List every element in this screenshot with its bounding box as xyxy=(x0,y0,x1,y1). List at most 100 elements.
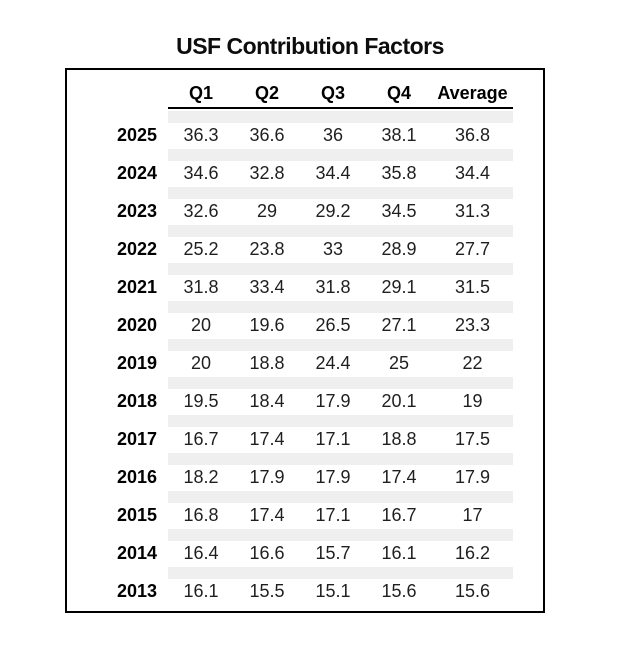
row-separator-stripe xyxy=(168,111,513,123)
value-cell: 36.6 xyxy=(249,125,285,145)
year-label: 2021 xyxy=(116,277,157,297)
table-row-2024: 2024 34.6 32.8 34.4 35.8 34.4 xyxy=(67,161,543,185)
value-cell: 34.4 xyxy=(315,163,351,183)
value-cell: 20 xyxy=(190,315,212,335)
year-label: 2015 xyxy=(116,505,157,525)
value-cell: 17.5 xyxy=(454,429,491,449)
year-label: 2022 xyxy=(116,239,157,259)
row-separator-stripe xyxy=(168,529,513,541)
value-cell: 38.1 xyxy=(381,125,417,145)
table-row-2022: 2022 25.2 23.8 33 28.9 27.7 xyxy=(67,237,543,261)
table-container: Q1 Q2 Q3 Q4 Average 2025 36.3 36.6 36 38.1 36.8 20… xyxy=(65,68,545,613)
value-cell: 15.6 xyxy=(381,581,417,601)
value-cell: 26.5 xyxy=(315,315,351,335)
value-cell: 27.7 xyxy=(454,239,491,259)
row-separator-stripe xyxy=(168,301,513,313)
value-cell: 17.9 xyxy=(249,467,285,487)
year-label: 2018 xyxy=(116,391,157,411)
value-cell: 24.4 xyxy=(315,353,351,373)
value-cell: 17.1 xyxy=(315,429,351,449)
table-row-2020: 2020 20 19.6 26.5 27.1 23.3 xyxy=(67,313,543,337)
value-cell: 17.1 xyxy=(315,505,351,525)
column-header-q3: Q3 xyxy=(320,83,345,103)
value-cell: 29 xyxy=(256,201,278,221)
value-cell: 19 xyxy=(462,391,483,411)
value-cell: 15.7 xyxy=(315,543,351,563)
value-cell: 16.1 xyxy=(381,543,417,563)
value-cell: 32.6 xyxy=(183,201,219,221)
value-cell: 20 xyxy=(190,353,212,373)
value-cell: 22 xyxy=(462,353,483,373)
value-cell: 28.9 xyxy=(381,239,417,259)
year-label: 2013 xyxy=(116,581,157,601)
year-label: 2024 xyxy=(116,163,157,183)
row-separator-stripe xyxy=(168,225,513,237)
value-cell: 23.8 xyxy=(249,239,285,259)
value-cell: 16.8 xyxy=(183,505,219,525)
table-row-2019: 2019 20 18.8 24.4 25 22 xyxy=(67,351,543,375)
year-label: 2017 xyxy=(116,429,157,449)
value-cell: 29.2 xyxy=(315,201,351,221)
value-cell: 20.1 xyxy=(381,391,417,411)
value-cell: 31.5 xyxy=(454,277,491,297)
value-cell: 31.8 xyxy=(315,277,351,297)
value-cell: 34.6 xyxy=(183,163,219,183)
row-separator-stripe xyxy=(168,567,513,579)
value-cell: 16.7 xyxy=(381,505,417,525)
value-cell: 18.4 xyxy=(249,391,285,411)
table-row-2016: 2016 18.2 17.9 17.9 17.4 17.9 xyxy=(67,465,543,489)
value-cell: 27.1 xyxy=(381,315,417,335)
value-cell: 19.6 xyxy=(249,315,285,335)
column-header-q2: Q2 xyxy=(254,83,279,103)
year-label: 2025 xyxy=(116,125,157,145)
table-row-2025: 2025 36.3 36.6 36 38.1 36.8 xyxy=(67,123,543,147)
year-label: 2016 xyxy=(116,467,157,487)
value-cell: 36 xyxy=(322,125,344,145)
header-underline xyxy=(168,107,513,109)
table-row-2017: 2017 16.7 17.4 17.1 18.8 17.5 xyxy=(67,427,543,451)
value-cell: 17.4 xyxy=(249,505,285,525)
value-cell: 23.3 xyxy=(454,315,491,335)
column-header-average: Average xyxy=(437,83,508,103)
year-label: 2014 xyxy=(116,543,157,563)
value-cell: 33.4 xyxy=(249,277,285,297)
value-cell: 36.3 xyxy=(183,125,219,145)
row-separator-stripe xyxy=(168,415,513,427)
value-cell: 19.5 xyxy=(183,391,219,411)
value-cell: 17 xyxy=(462,505,483,525)
table-row-2014: 2014 16.4 16.6 15.7 16.1 16.2 xyxy=(67,541,543,565)
value-cell: 25.2 xyxy=(183,239,219,259)
table-body: 2025 36.3 36.6 36 38.1 36.8 2024 34.6 32.8 34.4 35… xyxy=(67,111,543,603)
table-row-2021: 2021 31.8 33.4 31.8 29.1 31.5 xyxy=(67,275,543,299)
column-header-q1: Q1 xyxy=(188,83,213,103)
row-separator-stripe xyxy=(168,377,513,389)
row-separator-stripe xyxy=(168,263,513,275)
year-label: 2020 xyxy=(116,315,157,335)
table-row-2015: 2015 16.8 17.4 17.1 16.7 17 xyxy=(67,503,543,527)
value-cell: 17.9 xyxy=(454,467,491,487)
chart-title: USF Contribution Factors xyxy=(176,33,444,59)
table-row-2013: 2013 16.1 15.5 15.1 15.6 15.6 xyxy=(67,579,543,603)
table-row-2023: 2023 32.6 29 29.2 34.5 31.3 xyxy=(67,199,543,223)
year-label: 2019 xyxy=(116,353,157,373)
value-cell: 15.1 xyxy=(315,581,351,601)
value-cell: 15.6 xyxy=(454,581,491,601)
value-cell: 31.8 xyxy=(183,277,219,297)
value-cell: 34.5 xyxy=(381,201,417,221)
value-cell: 33 xyxy=(322,239,344,259)
value-cell: 17.9 xyxy=(315,391,351,411)
column-header-q4: Q4 xyxy=(386,83,411,103)
value-cell: 16.1 xyxy=(183,581,219,601)
value-cell: 16.7 xyxy=(183,429,219,449)
row-separator-stripe xyxy=(168,149,513,161)
value-cell: 17.4 xyxy=(249,429,285,449)
value-cell: 18.8 xyxy=(381,429,417,449)
value-cell: 16.2 xyxy=(454,543,491,563)
value-cell: 16.4 xyxy=(183,543,219,563)
value-cell: 36.8 xyxy=(454,125,491,145)
row-separator-stripe xyxy=(168,187,513,199)
value-cell: 34.4 xyxy=(454,163,491,183)
value-cell: 15.5 xyxy=(249,581,285,601)
row-separator-stripe xyxy=(168,491,513,503)
value-cell: 29.1 xyxy=(381,277,417,297)
